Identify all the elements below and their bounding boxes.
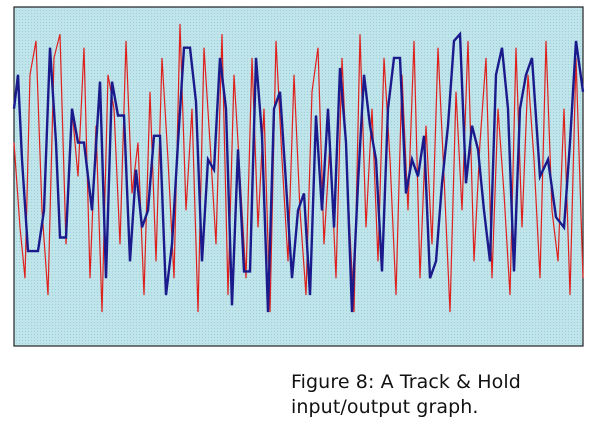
caption-line-2: input/output graph. (291, 395, 591, 420)
caption-line-1: Figure 8: A Track & Hold (291, 370, 591, 395)
figure-caption: Figure 8: A Track & Hold input/output gr… (291, 370, 591, 420)
